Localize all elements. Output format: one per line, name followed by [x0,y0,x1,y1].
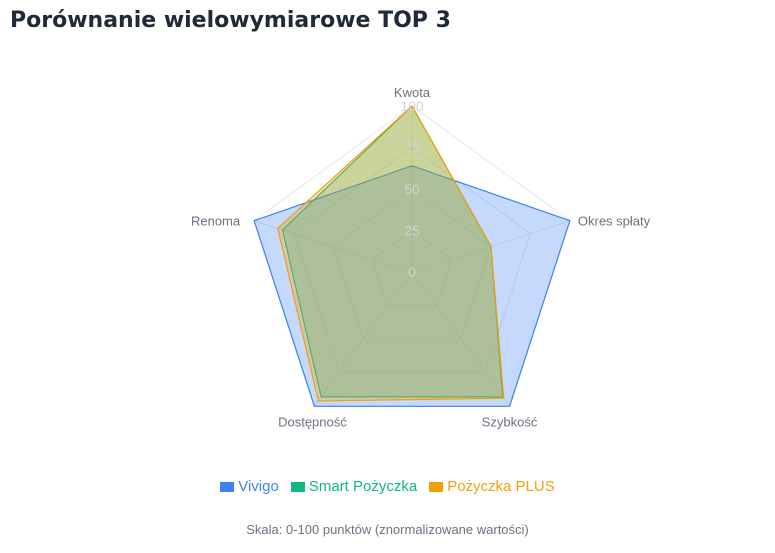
tick-label: 100 [400,98,424,114]
series-area-vivigo [253,165,571,407]
legend-swatch [429,481,444,492]
legend-swatch [220,481,235,492]
tick-label: 0 [408,264,416,280]
legend-swatch [290,481,305,492]
grid-ring [371,229,453,307]
radar-chart: 0 25 50 75 100 Kwota Okres spłaty Szybkość Dost… [191,85,651,429]
grid-ring [293,146,531,374]
tick-label: 25 [404,223,420,239]
grid-spoke [253,220,413,273]
series-area-po-yczka-plus [277,105,505,402]
legend-label: Pożyczka PLUS [447,478,555,495]
axis-label: Renoma [191,214,241,229]
grid-spoke [411,271,510,407]
legend-item-smart-pozyczka[interactable]: Smart Pożyczka [290,478,418,495]
legend-item-pozyczka-plus[interactable]: Pożyczka PLUS [429,478,555,495]
scale-note: Skala: 0-100 punktów (znormalizowane war… [246,522,529,537]
grid-ring [332,188,492,340]
tick-label: 50 [404,181,420,197]
tick-label: 75 [404,140,420,156]
radar-ticks: 0 25 50 75 100 [400,98,424,280]
axis-label: Okres spłaty [578,214,651,229]
legend-label: Smart Pożyczka [308,478,418,495]
axis-label: Kwota [394,85,431,100]
legend-label: Vivigo [238,478,279,495]
legend-item-vivigo[interactable]: Vivigo [220,478,279,495]
radar-axis-labels: Kwota Okres spłaty Szybkość Dostępność Renom… [191,85,651,429]
chart-legend: Vivigo Smart Pożyczka Pożyczka PLUS [0,478,775,495]
axis-label: Dostępność [278,414,347,429]
chart-title: Porównanie wielowymiarowe TOP 3 [10,8,451,33]
axis-label: Szybkość [482,414,538,429]
grid-spoke [314,271,413,407]
radar-series [253,105,571,407]
